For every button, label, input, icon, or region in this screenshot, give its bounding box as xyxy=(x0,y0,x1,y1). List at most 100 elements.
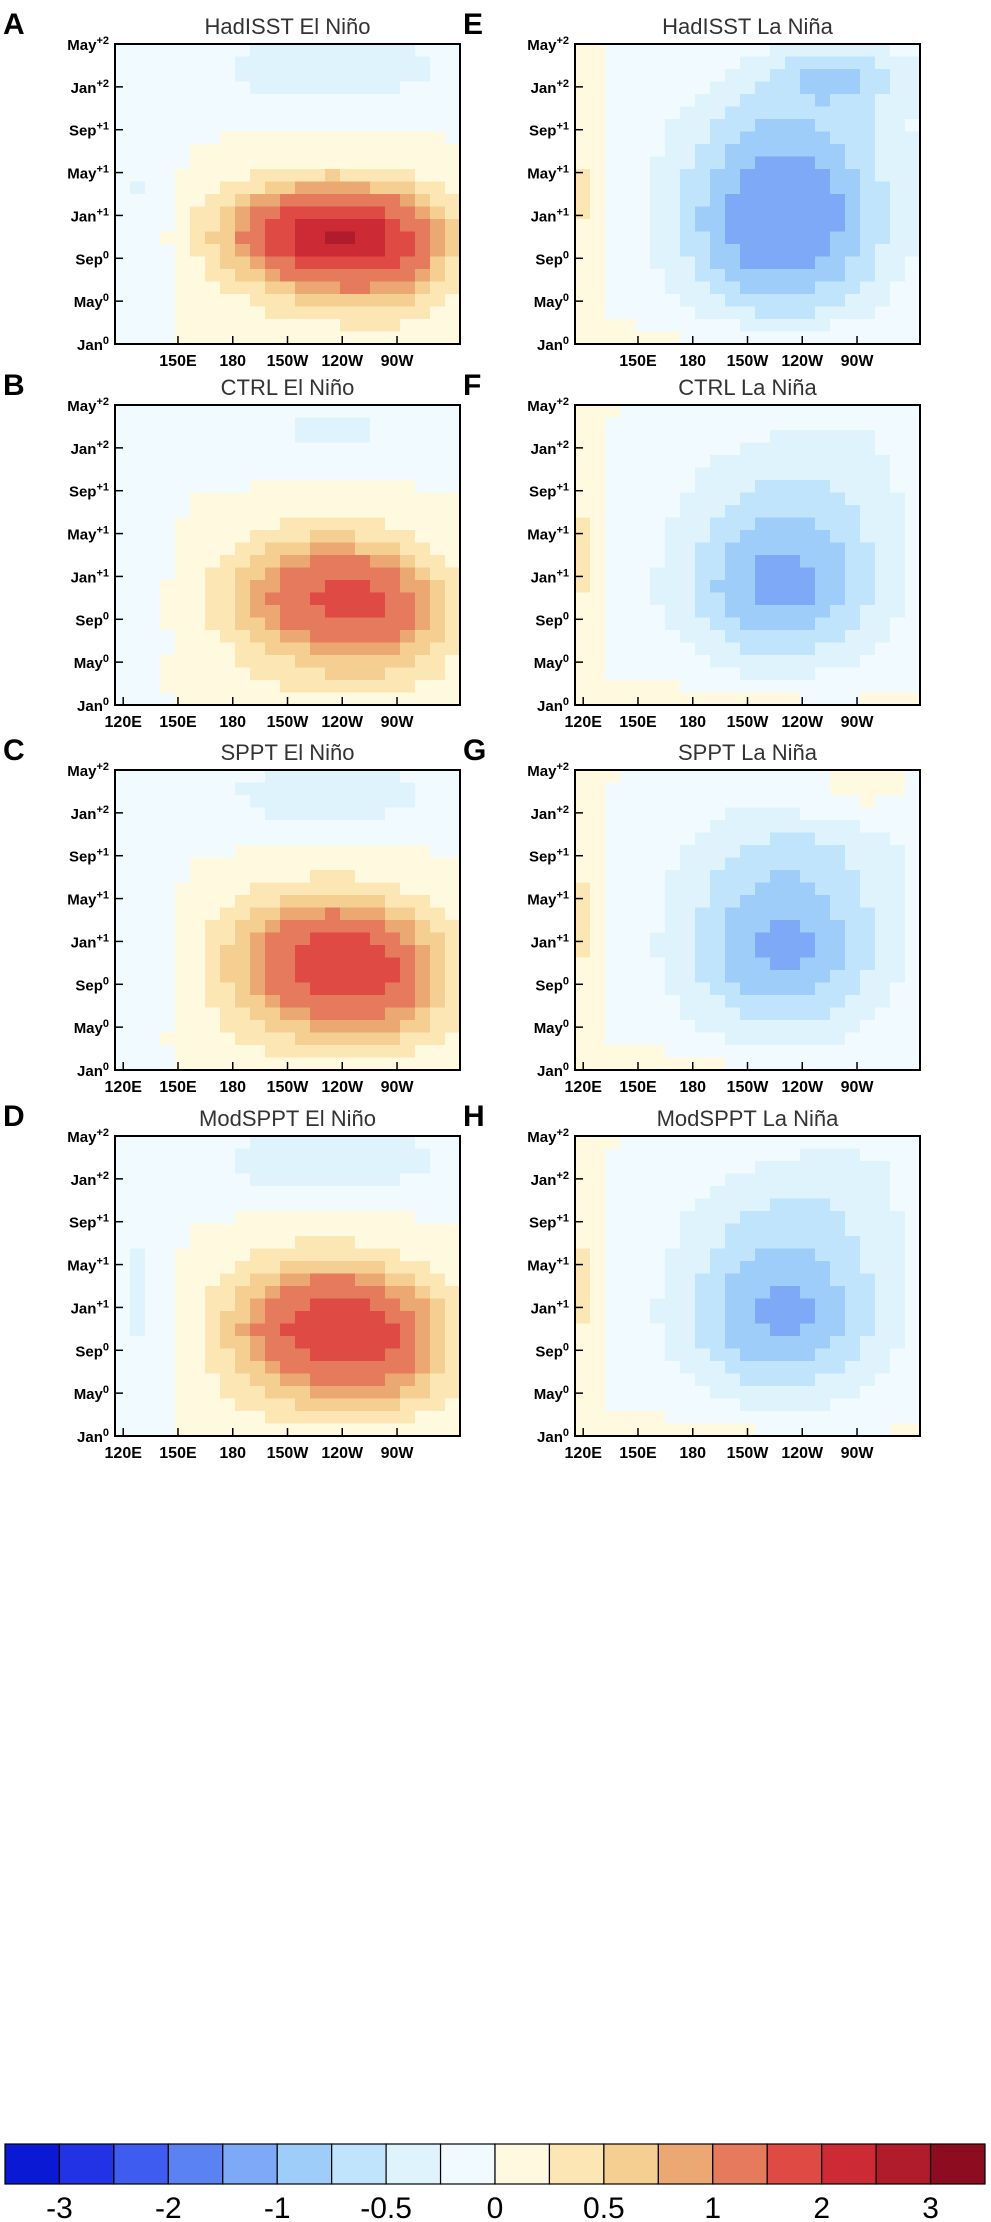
panel-letter: G xyxy=(463,734,486,767)
heatmap-cell xyxy=(770,782,786,796)
heatmap-cell xyxy=(295,1020,311,1034)
heatmap-cell xyxy=(665,1311,681,1325)
heatmap-cell xyxy=(710,1223,726,1237)
heatmap-cell xyxy=(575,592,591,606)
heatmap-cell xyxy=(175,231,191,245)
heatmap-cell xyxy=(220,1020,236,1034)
heatmap-cell xyxy=(160,605,176,619)
heatmap-cell xyxy=(220,1198,236,1212)
heatmap-cell xyxy=(250,932,266,946)
heatmap-cell xyxy=(205,1286,221,1300)
heatmap-cell xyxy=(340,995,356,1009)
heatmap-cell xyxy=(130,1173,146,1187)
heatmap-cell xyxy=(815,319,831,333)
heatmap-cell xyxy=(190,480,206,494)
heatmap-cell xyxy=(430,1261,446,1275)
heatmap-cell xyxy=(845,81,861,95)
heatmap-cell xyxy=(355,331,371,345)
heatmap-cell xyxy=(130,1423,146,1437)
heatmap-cell xyxy=(890,1323,906,1337)
heatmap-cell xyxy=(800,331,816,345)
heatmap-cell xyxy=(905,1361,921,1375)
heatmap-cell xyxy=(205,1173,221,1187)
heatmap-cell xyxy=(430,957,446,971)
heatmap-cell xyxy=(680,1273,696,1287)
heatmap-cell xyxy=(415,417,431,431)
heatmap-cell xyxy=(205,417,221,431)
heatmap-cell xyxy=(130,69,146,83)
heatmap-cell xyxy=(845,895,861,909)
heatmap-cell xyxy=(115,505,131,519)
heatmap-cell xyxy=(385,131,401,145)
heatmap-cell xyxy=(235,1423,251,1437)
heatmap-cell xyxy=(635,294,651,308)
heatmap-cell xyxy=(175,932,191,946)
heatmap-cell xyxy=(325,219,341,233)
heatmap-cell xyxy=(740,94,756,108)
heatmap-cell xyxy=(665,1336,681,1350)
heatmap-cell xyxy=(725,156,741,170)
heatmap-cell xyxy=(295,69,311,83)
heatmap-cell xyxy=(145,542,161,556)
heatmap-cell xyxy=(310,1032,326,1046)
heatmap-cell xyxy=(325,1161,341,1175)
heatmap-cell xyxy=(830,294,846,308)
heatmap-cell xyxy=(875,1273,891,1287)
heatmap-cell xyxy=(190,642,206,656)
heatmap-cell xyxy=(800,1398,816,1412)
heatmap-cell xyxy=(400,845,416,859)
heatmap-cell xyxy=(650,1386,666,1400)
heatmap-cell xyxy=(575,1032,591,1046)
heatmap-cell xyxy=(830,219,846,233)
heatmap-cell xyxy=(310,1236,326,1250)
heatmap-cell xyxy=(280,1361,296,1375)
heatmap-cell xyxy=(265,294,281,308)
heatmap-cell xyxy=(785,44,801,58)
heatmap-cell xyxy=(265,131,281,145)
heatmap-cell xyxy=(280,1186,296,1200)
heatmap-cell xyxy=(680,480,696,494)
heatmap-cell xyxy=(160,1161,176,1175)
heatmap-cell xyxy=(800,845,816,859)
heatmap-cell xyxy=(385,907,401,921)
heatmap-cell xyxy=(665,1045,681,1059)
heatmap-cell xyxy=(370,94,386,108)
heatmap-cell xyxy=(815,1007,831,1021)
heatmap-cell xyxy=(875,1286,891,1300)
heatmap-cell xyxy=(695,455,711,469)
heatmap-cell xyxy=(830,782,846,796)
heatmap-cell xyxy=(785,219,801,233)
heatmap-cell xyxy=(130,680,146,694)
heatmap-cell xyxy=(770,857,786,871)
heatmap-cell xyxy=(755,820,771,834)
heatmap-cell xyxy=(695,319,711,333)
heatmap-cell xyxy=(605,405,621,419)
heatmap-cell xyxy=(265,244,281,258)
heatmap-cell xyxy=(680,542,696,556)
heatmap-cell xyxy=(205,580,221,594)
heatmap-cell xyxy=(190,630,206,644)
heatmap-cell xyxy=(845,505,861,519)
heatmap-cell xyxy=(265,795,281,809)
heatmap-cell xyxy=(145,1045,161,1059)
heatmap-cell xyxy=(445,1032,461,1046)
heatmap-cell xyxy=(680,144,696,158)
heatmap-cell xyxy=(415,807,431,821)
heatmap-cell xyxy=(875,1361,891,1375)
heatmap-cell xyxy=(845,932,861,946)
heatmap-cell xyxy=(220,269,236,283)
heatmap-cell xyxy=(220,430,236,444)
heatmap-cell xyxy=(115,1411,131,1425)
heatmap-cell xyxy=(385,807,401,821)
heatmap-cell xyxy=(445,567,461,581)
y-tick-label: Jan0 xyxy=(537,335,569,354)
heatmap-cell xyxy=(815,1186,831,1200)
heatmap-cell xyxy=(220,932,236,946)
heatmap-cell xyxy=(665,405,681,419)
heatmap-cell xyxy=(145,219,161,233)
heatmap-cell xyxy=(355,1286,371,1300)
heatmap-cell xyxy=(400,1136,416,1150)
heatmap-cell xyxy=(250,1398,266,1412)
heatmap-cell xyxy=(710,194,726,208)
heatmap-cell xyxy=(755,94,771,108)
